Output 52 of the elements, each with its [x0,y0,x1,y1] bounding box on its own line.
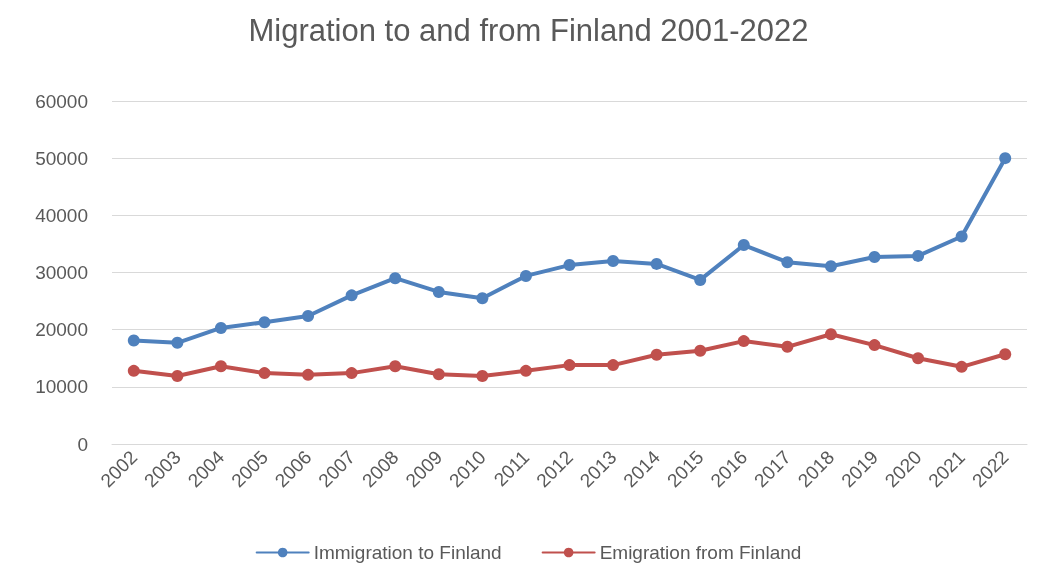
point [607,359,620,372]
point [737,335,750,348]
point [389,272,402,285]
point [737,239,750,252]
point [258,367,271,380]
point [824,328,837,341]
point [868,339,881,352]
point [214,360,227,373]
point [345,367,358,380]
point [955,230,968,243]
point [781,340,794,353]
point [955,360,968,373]
point [563,359,576,372]
legend-label: Immigration to Finland [313,542,502,563]
point [171,369,184,382]
point [476,292,489,305]
point [868,251,881,264]
point [171,336,184,349]
y-tick-label: 0 [77,433,88,455]
y-tick-label: 30000 [35,262,88,283]
y-tick-label: 50000 [35,147,88,169]
point [127,364,140,377]
point [694,273,707,286]
point [389,360,402,373]
point [519,269,532,282]
point [476,369,489,382]
point [127,334,140,347]
point [432,285,445,298]
point [999,348,1012,361]
y-tick-label: 10000 [35,376,88,398]
point [563,259,576,272]
point [432,368,445,381]
point [607,255,620,268]
point [302,368,315,381]
point [258,316,271,329]
point [781,256,794,269]
y-tick-label: 20000 [35,319,88,341]
y-tick-label: 40000 [35,204,88,226]
point [345,289,358,302]
point [650,348,663,361]
point [824,260,837,273]
point [214,321,227,334]
point [694,344,707,357]
chart-title: Migration to and from Finland 2001-2022 [248,13,809,48]
point [302,309,315,322]
point [999,152,1012,165]
point [650,257,663,270]
point [912,352,925,365]
point [519,364,532,377]
legend-label: Emigration from Finland [599,542,802,563]
y-tick-label: 60000 [35,90,88,112]
point [912,249,925,262]
